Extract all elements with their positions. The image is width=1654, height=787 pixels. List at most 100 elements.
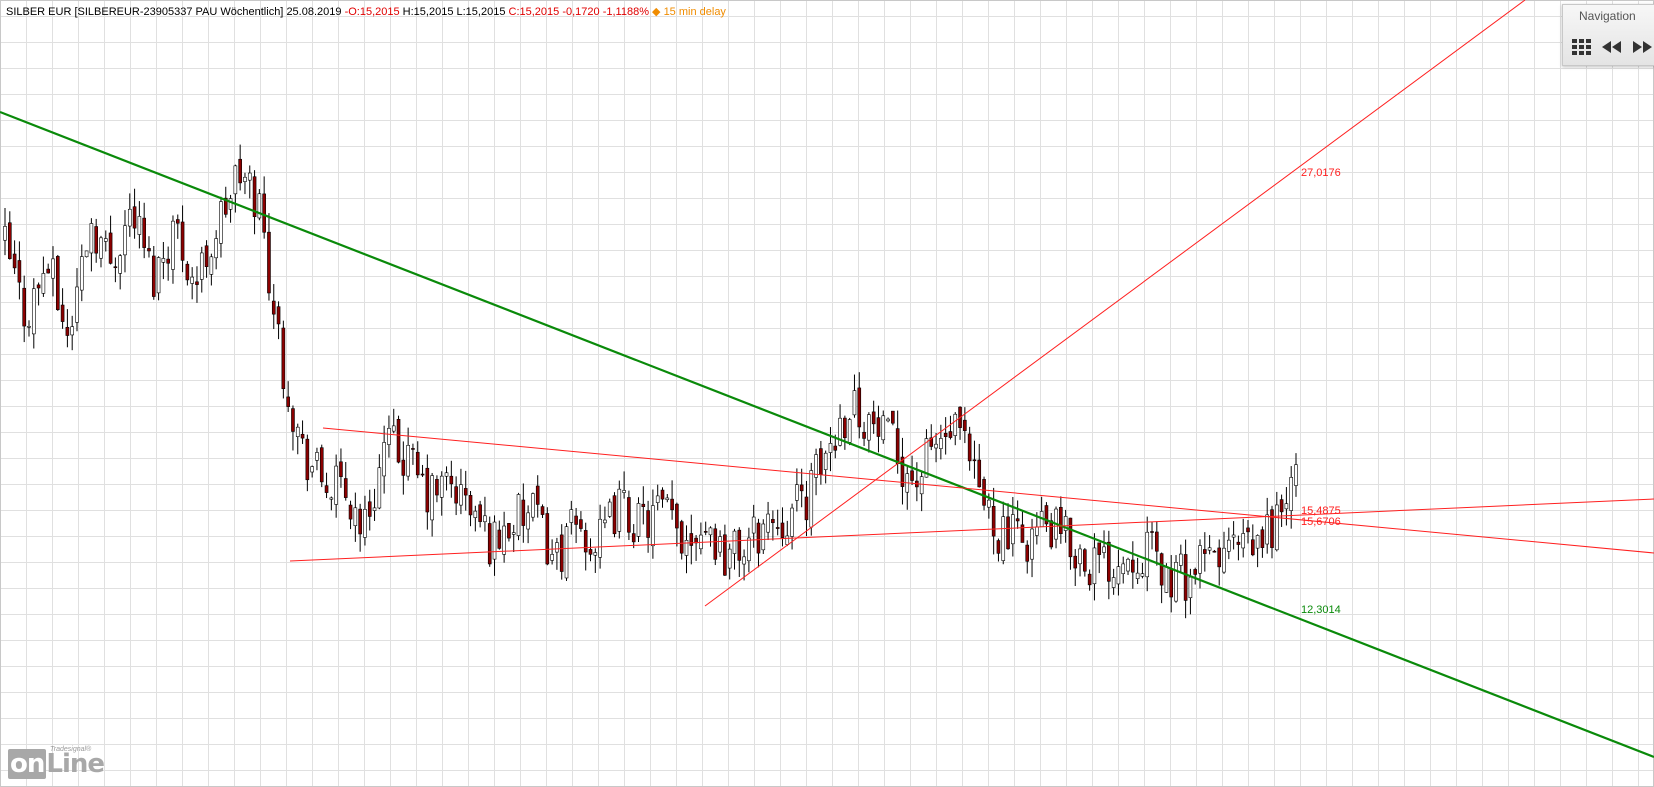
candle: [132, 188, 137, 239]
red-upper-channel-line[interactable]: [322, 427, 1654, 554]
candle-body: [540, 506, 545, 515]
candle: [1155, 521, 1159, 566]
candle: [929, 424, 934, 451]
candle-body: [1078, 548, 1082, 565]
candle-body: [555, 542, 559, 553]
candle: [1102, 530, 1106, 559]
candle: [598, 504, 602, 569]
candle: [1015, 500, 1020, 529]
candle-body: [459, 484, 463, 506]
candle-body: [588, 549, 593, 555]
candle-body: [972, 459, 977, 462]
candle: [742, 549, 746, 581]
candle-body: [1020, 524, 1025, 543]
candle-body: [415, 451, 420, 476]
candle: [286, 381, 290, 413]
candle-body: [219, 201, 223, 244]
candle-body: [1217, 547, 1222, 568]
candle-body: [655, 495, 660, 503]
candle: [339, 448, 343, 488]
candle: [545, 507, 550, 566]
candle-body: [487, 523, 492, 565]
grid-button[interactable]: [1569, 35, 1595, 59]
symbol-label: SILBER EUR [SILBEREUR-23905337 PAU Wöche…: [6, 6, 284, 18]
candle-body: [833, 445, 838, 451]
candle: [535, 475, 540, 518]
candle-body: [775, 527, 780, 529]
candle-body: [1140, 573, 1145, 577]
candle: [862, 421, 866, 446]
candle: [919, 470, 924, 512]
fast-forward-button[interactable]: [1629, 35, 1654, 59]
candle: [396, 415, 401, 464]
candle-body: [300, 433, 305, 439]
candle-body: [742, 556, 746, 565]
candle-body: [1231, 534, 1236, 538]
logo-small-text: Tradesignal®: [50, 746, 92, 753]
candle-body: [151, 255, 156, 297]
candle-body: [449, 475, 454, 485]
candle: [1217, 539, 1222, 586]
candle-body: [108, 232, 113, 264]
candle-body: [233, 165, 238, 195]
candle-body: [46, 268, 50, 274]
red-lower-channel-line[interactable]: [289, 498, 1654, 562]
candle: [550, 539, 554, 565]
candle-body: [1275, 504, 1279, 551]
candle-body: [454, 486, 458, 504]
red-uptrend-line[interactable]: [704, 0, 1526, 607]
candle: [478, 500, 482, 528]
candle: [118, 254, 122, 290]
candle-body: [492, 521, 497, 560]
candle: [804, 480, 809, 537]
candle-body: [665, 497, 670, 501]
candle: [1265, 497, 1270, 554]
candle: [31, 278, 36, 349]
candle: [113, 257, 118, 283]
candle: [1083, 547, 1087, 577]
candle-body: [953, 413, 958, 436]
candle: [1030, 518, 1034, 578]
rewind-button[interactable]: [1599, 35, 1625, 59]
candle: [727, 543, 732, 580]
candle-body: [103, 238, 108, 242]
candle: [531, 492, 535, 522]
candle-body: [411, 448, 415, 450]
candle: [377, 454, 382, 510]
candle: [151, 245, 156, 300]
candle-body: [137, 216, 142, 235]
candle: [651, 489, 655, 559]
candle: [1140, 562, 1145, 579]
candle: [593, 548, 598, 573]
candle-body: [603, 519, 607, 524]
candle: [382, 425, 386, 494]
candle: [1212, 549, 1217, 553]
candle: [123, 210, 127, 273]
trend-lines[interactable]: [0, 0, 1654, 759]
candle-body: [17, 260, 22, 283]
candle-body: [343, 478, 348, 498]
candle: [1073, 549, 1078, 586]
candle: [996, 538, 1001, 562]
candle: [219, 196, 223, 258]
candle-body: [670, 498, 674, 511]
candle: [1150, 521, 1154, 550]
candle: [1097, 542, 1102, 574]
candle-body: [1092, 547, 1097, 585]
candle: [348, 500, 353, 530]
candle-body: [156, 257, 161, 294]
green-downtrend-line[interactable]: [0, 110, 1654, 759]
candle-body: [1212, 550, 1217, 553]
candle: [972, 440, 977, 479]
candle-body: [771, 519, 775, 524]
candle-body: [406, 445, 410, 477]
candle-body: [502, 525, 506, 555]
candle: [1284, 487, 1289, 526]
candle: [1251, 524, 1255, 557]
candle-body: [732, 530, 737, 554]
candle-body: [910, 470, 914, 481]
candle: [1227, 527, 1231, 560]
candle: [99, 235, 103, 268]
